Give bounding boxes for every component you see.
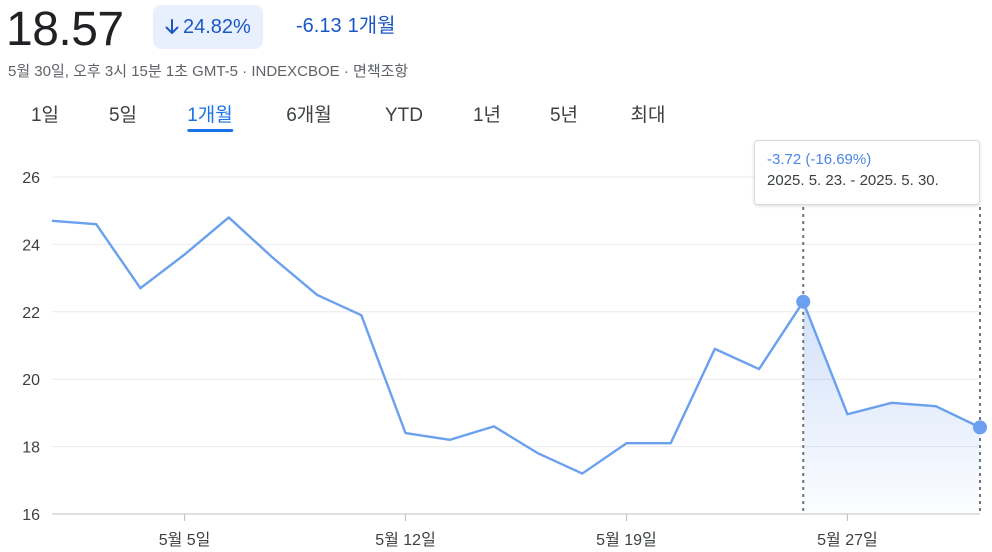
tooltip-date-range: 2025. 5. 23. - 2025. 5. 30.	[767, 172, 939, 189]
tab-0[interactable]: 1일	[30, 105, 60, 126]
tab-7[interactable]: 최대	[630, 105, 666, 126]
range-tabs: 1일 5일 1개월 6개월 YTD 1년 5년 최대	[0, 98, 992, 138]
price-line	[51, 216, 981, 475]
percent-change-value: 24.82%	[183, 15, 251, 38]
percent-change-badge: 24.82%	[153, 5, 263, 49]
range-tooltip: -3.72 (-16.69%) 2025. 5. 23. - 2025. 5. …	[754, 140, 980, 205]
tab-2[interactable]: 1개월	[187, 98, 233, 134]
tab-6[interactable]: 5년	[549, 105, 579, 126]
tooltip-change: -3.72 (-16.69%)	[767, 151, 872, 168]
y-tick-label: 24	[22, 237, 40, 254]
x-tick-label: 5월 12일	[375, 531, 436, 549]
range-end-point[interactable]	[973, 420, 987, 435]
timestamp-source-line: 5월 30일, 오후 3시 15분 1초 GMT-5 · INDEXCBOE ·…	[8, 63, 409, 80]
tab-3[interactable]: 6개월	[286, 105, 332, 126]
quote-header: 18.57 24.82% -6.13 1개월	[0, 0, 992, 60]
y-tick-label: 16	[22, 507, 40, 524]
tab-1[interactable]: 5일	[108, 105, 138, 126]
tab-5[interactable]: 1년	[472, 105, 502, 126]
y-tick-label: 20	[22, 372, 40, 389]
y-tick-label: 26	[22, 170, 40, 187]
absolute-change-value: -6.13	[296, 15, 342, 37]
y-tick-label: 22	[22, 305, 40, 322]
period-label: 1개월	[347, 15, 396, 37]
arrow-down-icon	[165, 19, 179, 34]
x-tick-label: 5월 5일	[159, 531, 211, 549]
x-tick-label: 5월 27일	[817, 531, 878, 549]
y-tick-label: 18	[22, 440, 40, 457]
x-tick-label: 5월 19일	[596, 531, 657, 549]
range-start-point[interactable]	[796, 294, 811, 309]
tab-4[interactable]: YTD	[385, 105, 423, 126]
highlight-area	[803, 301, 980, 514]
current-price: 18.57	[6, 3, 124, 56]
absolute-change: -6.13 1개월	[296, 12, 402, 40]
